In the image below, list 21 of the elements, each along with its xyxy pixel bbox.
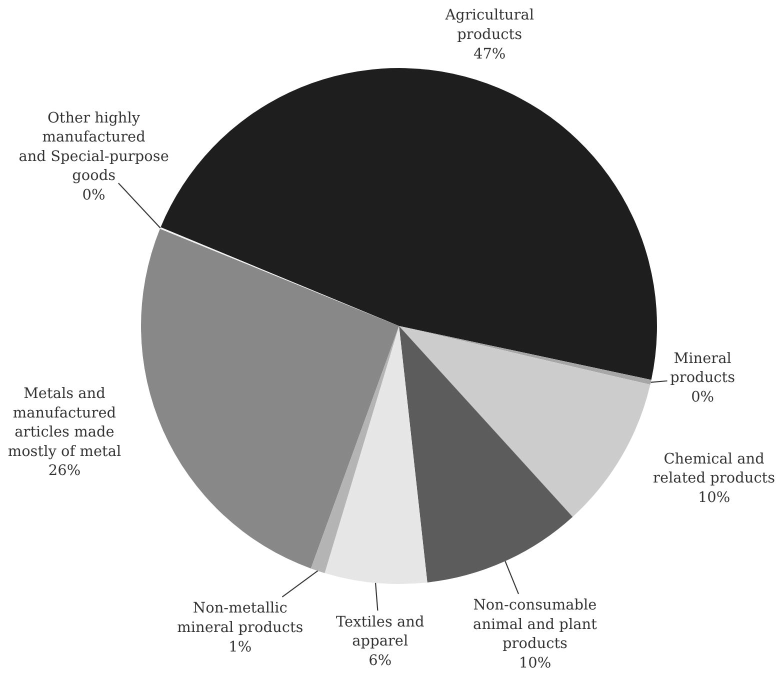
data-label: 10% [698, 490, 730, 506]
slice-label: Textiles and apparel [336, 614, 424, 650]
data-label: 0% [691, 389, 714, 406]
slice-label: Non-metallic mineral products [177, 600, 304, 636]
pie-slice [141, 228, 399, 568]
pie-slice [324, 326, 428, 584]
slice-label: Metals and manufactured articles made mostly of metal [8, 386, 122, 460]
data-label: 10% [518, 656, 552, 672]
slice-label: Non-consumable animal and plant products [473, 598, 598, 652]
pie-slice [399, 326, 573, 582]
slice-label: Other highly manufactured and Special-purpose goods [18, 110, 169, 184]
data-label: 1% [228, 639, 252, 656]
data-label: 6% [368, 652, 392, 669]
slice-label: Mineral products [670, 350, 736, 386]
data-label: 47% [473, 46, 506, 62]
pie-slice [399, 326, 650, 517]
data-label: 26% [48, 463, 81, 480]
slice-label: Agricultural products [444, 8, 534, 44]
slice-label: Chemical and related products [653, 451, 776, 487]
data-label: 0% [82, 188, 106, 204]
pie-slice [310, 326, 399, 574]
